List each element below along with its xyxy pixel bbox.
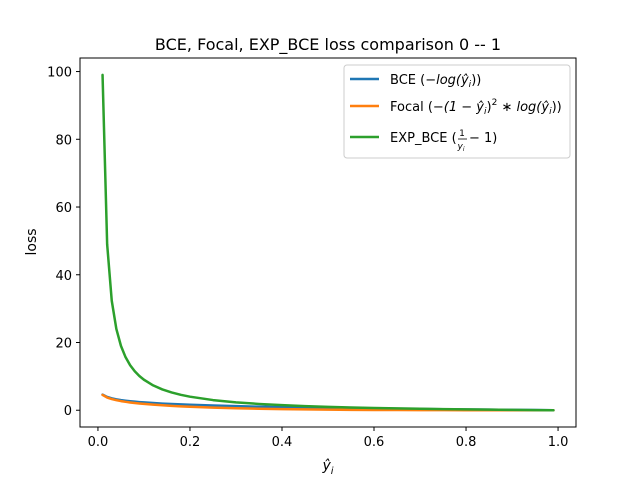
legend-label-exp-bce-prefix: EXP_BCE (	[390, 131, 457, 146]
x-tick-label: 0.4	[272, 435, 293, 450]
legend-label-exp-bce: EXP_BCE ( 1 yi − 1)	[390, 129, 497, 153]
x-tick-label: 0.8	[456, 435, 477, 450]
legend-label-bce: BCE (−log(ŷi))	[390, 73, 481, 90]
legend-label-focal: Focal (−(1 − ŷi)2 ∗ log(ŷi))	[390, 98, 562, 117]
y-tick-label: 20	[55, 336, 72, 351]
legend-box	[343, 64, 571, 159]
x-tick-label: 0.0	[88, 435, 109, 450]
x-tick-label: 0.6	[364, 435, 385, 450]
legend-frac-denominator: yi	[457, 142, 465, 153]
plot-area	[101, 73, 555, 412]
x-tick-label: 0.2	[180, 435, 201, 450]
chart-title: BCE, Focal, EXP_BCE loss comparison 0 --…	[155, 35, 501, 55]
y-axis-label: loss	[24, 228, 40, 255]
x-tick-label: 1.0	[548, 435, 569, 450]
x-axis-ticks: 0.0 0.2 0.4 0.6 0.8 1.0	[88, 427, 569, 450]
axes-frame	[79, 57, 577, 428]
y-tick-label: 80	[55, 133, 72, 148]
x-axis-label-subscript: i	[331, 466, 334, 477]
legend: BCE (−log(ŷi)) Focal (−(1 − ŷi)2 ∗ log(ŷ…	[343, 64, 571, 159]
y-tick-label: 0	[64, 404, 72, 419]
legend-frac-numerator: 1	[459, 129, 465, 139]
y-tick-label: 40	[55, 269, 72, 284]
series-line-exp-bce	[101, 73, 555, 412]
y-tick-label: 60	[55, 201, 72, 216]
x-axis-label: ŷi	[321, 458, 333, 477]
y-axis-ticks: 0 20 40 60 80 100	[47, 66, 80, 419]
legend-label-exp-bce-suffix: − 1)	[469, 131, 497, 146]
y-tick-label: 100	[47, 66, 72, 81]
